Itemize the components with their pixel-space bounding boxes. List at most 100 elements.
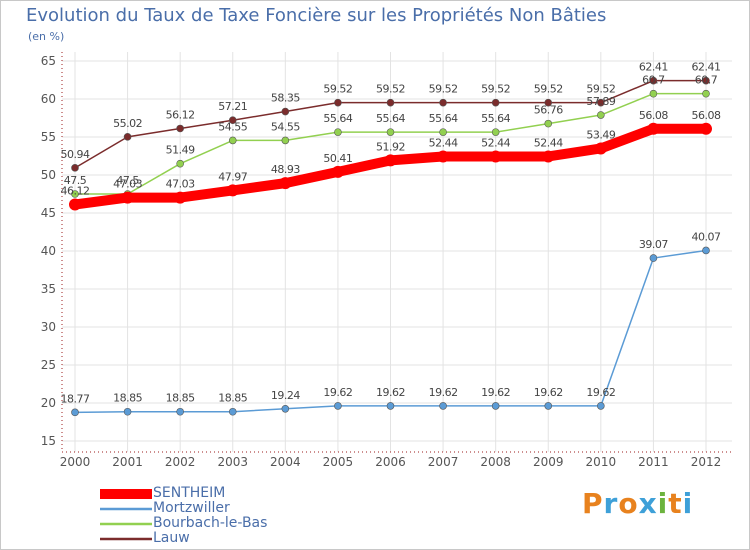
data-label: 46.12 xyxy=(61,184,90,197)
logo-letter: o xyxy=(618,487,639,520)
data-label: 59.52 xyxy=(429,83,458,96)
x-tick-label: 2005 xyxy=(323,455,354,469)
y-tick-label: 35 xyxy=(41,282,56,296)
data-point xyxy=(228,136,237,145)
data-point xyxy=(281,136,290,145)
y-tick-label: 65 xyxy=(41,54,56,68)
data-label: 47.5 xyxy=(64,174,87,187)
data-label: 19.62 xyxy=(323,386,352,399)
y-tick-label: 40 xyxy=(41,244,56,258)
data-label: 47.03 xyxy=(113,178,142,191)
data-point xyxy=(544,119,553,128)
data-label: 54.55 xyxy=(271,120,300,133)
data-label: 50.94 xyxy=(61,148,90,161)
x-tick-label: 2006 xyxy=(375,455,406,469)
x-tick-label: 2007 xyxy=(428,455,459,469)
y-tick-label: 30 xyxy=(41,320,56,334)
data-point xyxy=(121,191,134,204)
data-point xyxy=(281,107,290,116)
data-label: 52.44 xyxy=(534,136,563,149)
y-tick-label: 15 xyxy=(41,434,56,448)
data-label: 19.62 xyxy=(481,386,510,399)
data-label: 62.41 xyxy=(692,61,721,74)
data-label: 47.03 xyxy=(166,178,195,191)
data-label: 19.24 xyxy=(271,389,300,402)
data-label: 18.85 xyxy=(113,392,142,405)
y-tick-label: 25 xyxy=(41,358,56,372)
data-point xyxy=(71,408,79,417)
legend-swatches xyxy=(100,489,152,541)
x-tick-label: 2008 xyxy=(480,455,511,469)
data-point xyxy=(176,159,184,168)
data-label: 47.97 xyxy=(218,170,247,183)
data-point xyxy=(384,154,397,167)
data-point xyxy=(594,142,607,155)
x-tick-label: 2002 xyxy=(165,455,196,469)
data-label: 55.64 xyxy=(376,112,405,125)
data-label: 47.5 xyxy=(116,174,139,187)
logo-letter: t xyxy=(668,487,683,520)
data-point xyxy=(542,150,555,163)
data-point xyxy=(71,164,79,172)
x-tick-label: 2011 xyxy=(638,455,669,469)
x-tick-label: 2003 xyxy=(217,455,248,469)
data-label: 55.02 xyxy=(113,117,142,130)
data-label: 55.64 xyxy=(481,112,510,125)
data-point xyxy=(489,150,502,163)
y-tick-label: 50 xyxy=(41,168,56,182)
data-label: 56.12 xyxy=(166,108,195,121)
y-tick-label: 45 xyxy=(41,206,56,220)
data-point xyxy=(597,98,605,107)
data-point xyxy=(544,98,553,107)
data-point xyxy=(226,184,239,197)
x-tick-label: 2004 xyxy=(270,455,301,469)
data-point xyxy=(439,128,447,136)
data-point xyxy=(649,76,658,85)
data-point xyxy=(439,98,447,107)
data-point xyxy=(649,254,658,262)
data-point xyxy=(700,122,712,135)
data-label: 55.64 xyxy=(323,112,352,125)
plot-background xyxy=(62,52,732,452)
data-label: 59.52 xyxy=(323,83,352,96)
logo-letter: x xyxy=(638,487,658,520)
data-label: 57.89 xyxy=(586,95,615,108)
data-point xyxy=(71,190,79,198)
legend-label: SENTHEIM xyxy=(153,485,226,501)
data-label: 39.07 xyxy=(639,238,668,251)
legend-label: Mortzwiller xyxy=(153,500,230,516)
data-point xyxy=(69,198,81,211)
y-tick-label: 20 xyxy=(41,396,56,410)
data-label: 50.41 xyxy=(323,152,352,165)
data-point xyxy=(123,407,132,416)
data-label: 51.49 xyxy=(166,144,195,157)
data-point xyxy=(649,89,658,98)
data-label: 56.08 xyxy=(639,109,668,122)
legend-label: Lauw xyxy=(153,530,190,546)
x-tick-label: 2001 xyxy=(112,455,143,469)
data-point xyxy=(597,111,605,119)
y-tick-label: 55 xyxy=(41,130,56,144)
data-label: 60.7 xyxy=(642,74,665,87)
data-point xyxy=(702,76,710,85)
data-point xyxy=(491,98,500,107)
data-point xyxy=(123,133,132,141)
data-point xyxy=(228,116,237,125)
data-label: 56.76 xyxy=(534,104,563,117)
logo-letter: i xyxy=(682,487,694,520)
data-point xyxy=(439,402,447,410)
data-point xyxy=(597,402,605,410)
data-label: 52.44 xyxy=(429,136,458,149)
data-point xyxy=(331,165,344,178)
data-point xyxy=(386,128,395,136)
x-tick-label: 2010 xyxy=(586,455,617,469)
data-label: 59.52 xyxy=(481,83,510,96)
data-label: 19.62 xyxy=(534,386,563,399)
data-point xyxy=(386,98,395,107)
x-tick-label: 2009 xyxy=(533,455,564,469)
data-label: 19.62 xyxy=(586,386,615,399)
data-point xyxy=(228,407,237,416)
logo-letter: r xyxy=(603,487,619,520)
data-point xyxy=(702,89,710,98)
